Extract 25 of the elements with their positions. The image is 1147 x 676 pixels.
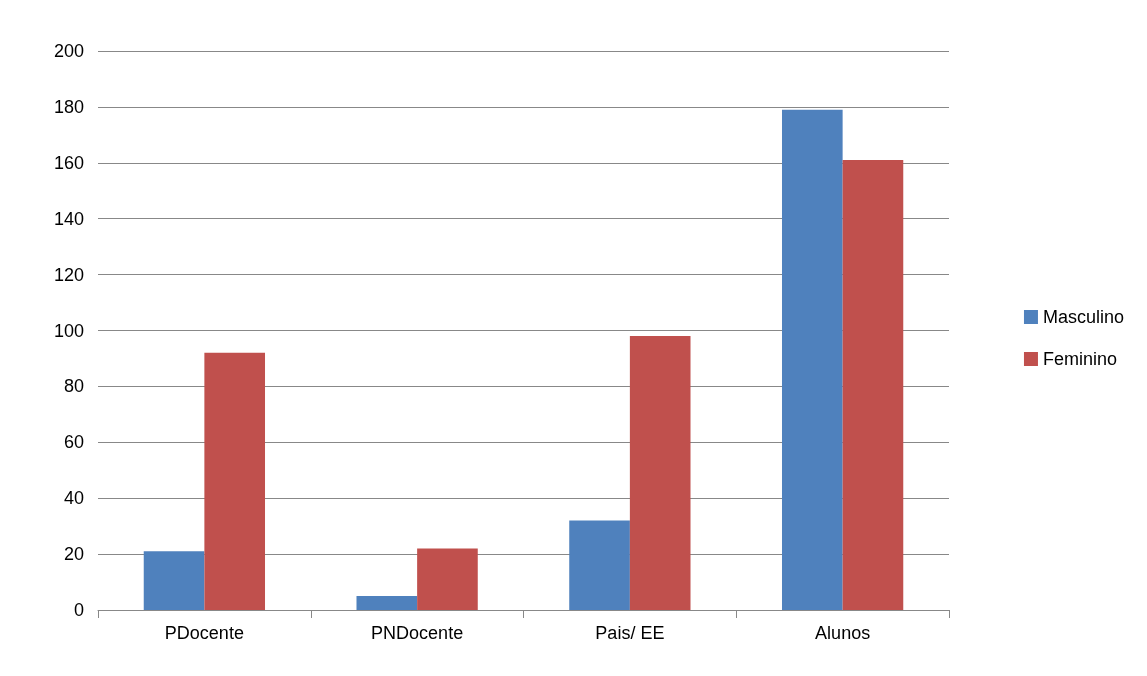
y-tick-label: 140	[53, 208, 84, 229]
bar	[842, 160, 904, 610]
legend-label: Masculino	[1042, 307, 1125, 327]
bar	[143, 551, 205, 610]
x-tick-label: PNDocente	[371, 623, 464, 643]
bar	[569, 520, 630, 610]
x-tick-label: Alunos	[815, 623, 871, 643]
y-tick-label: 160	[53, 152, 84, 173]
x-tick-label: Pais/ EE	[595, 623, 665, 643]
y-tick-label: 20	[63, 544, 84, 565]
y-tick-label: 40	[63, 488, 84, 509]
legend-label: Feminino	[1042, 349, 1117, 369]
bar	[356, 596, 418, 610]
bar	[629, 336, 691, 610]
y-tick-label: 60	[63, 432, 84, 453]
x-tick-label: PDocente	[164, 623, 244, 643]
y-tick-label: 80	[63, 376, 84, 397]
y-tick-label: 200	[53, 41, 84, 61]
y-tick-label: 120	[53, 264, 84, 285]
y-tick-label: 100	[53, 320, 84, 341]
bar	[204, 352, 266, 610]
y-tick-label: 180	[53, 96, 84, 117]
bar	[781, 109, 843, 610]
y-tick-label: 0	[73, 600, 84, 620]
bar	[417, 548, 478, 610]
